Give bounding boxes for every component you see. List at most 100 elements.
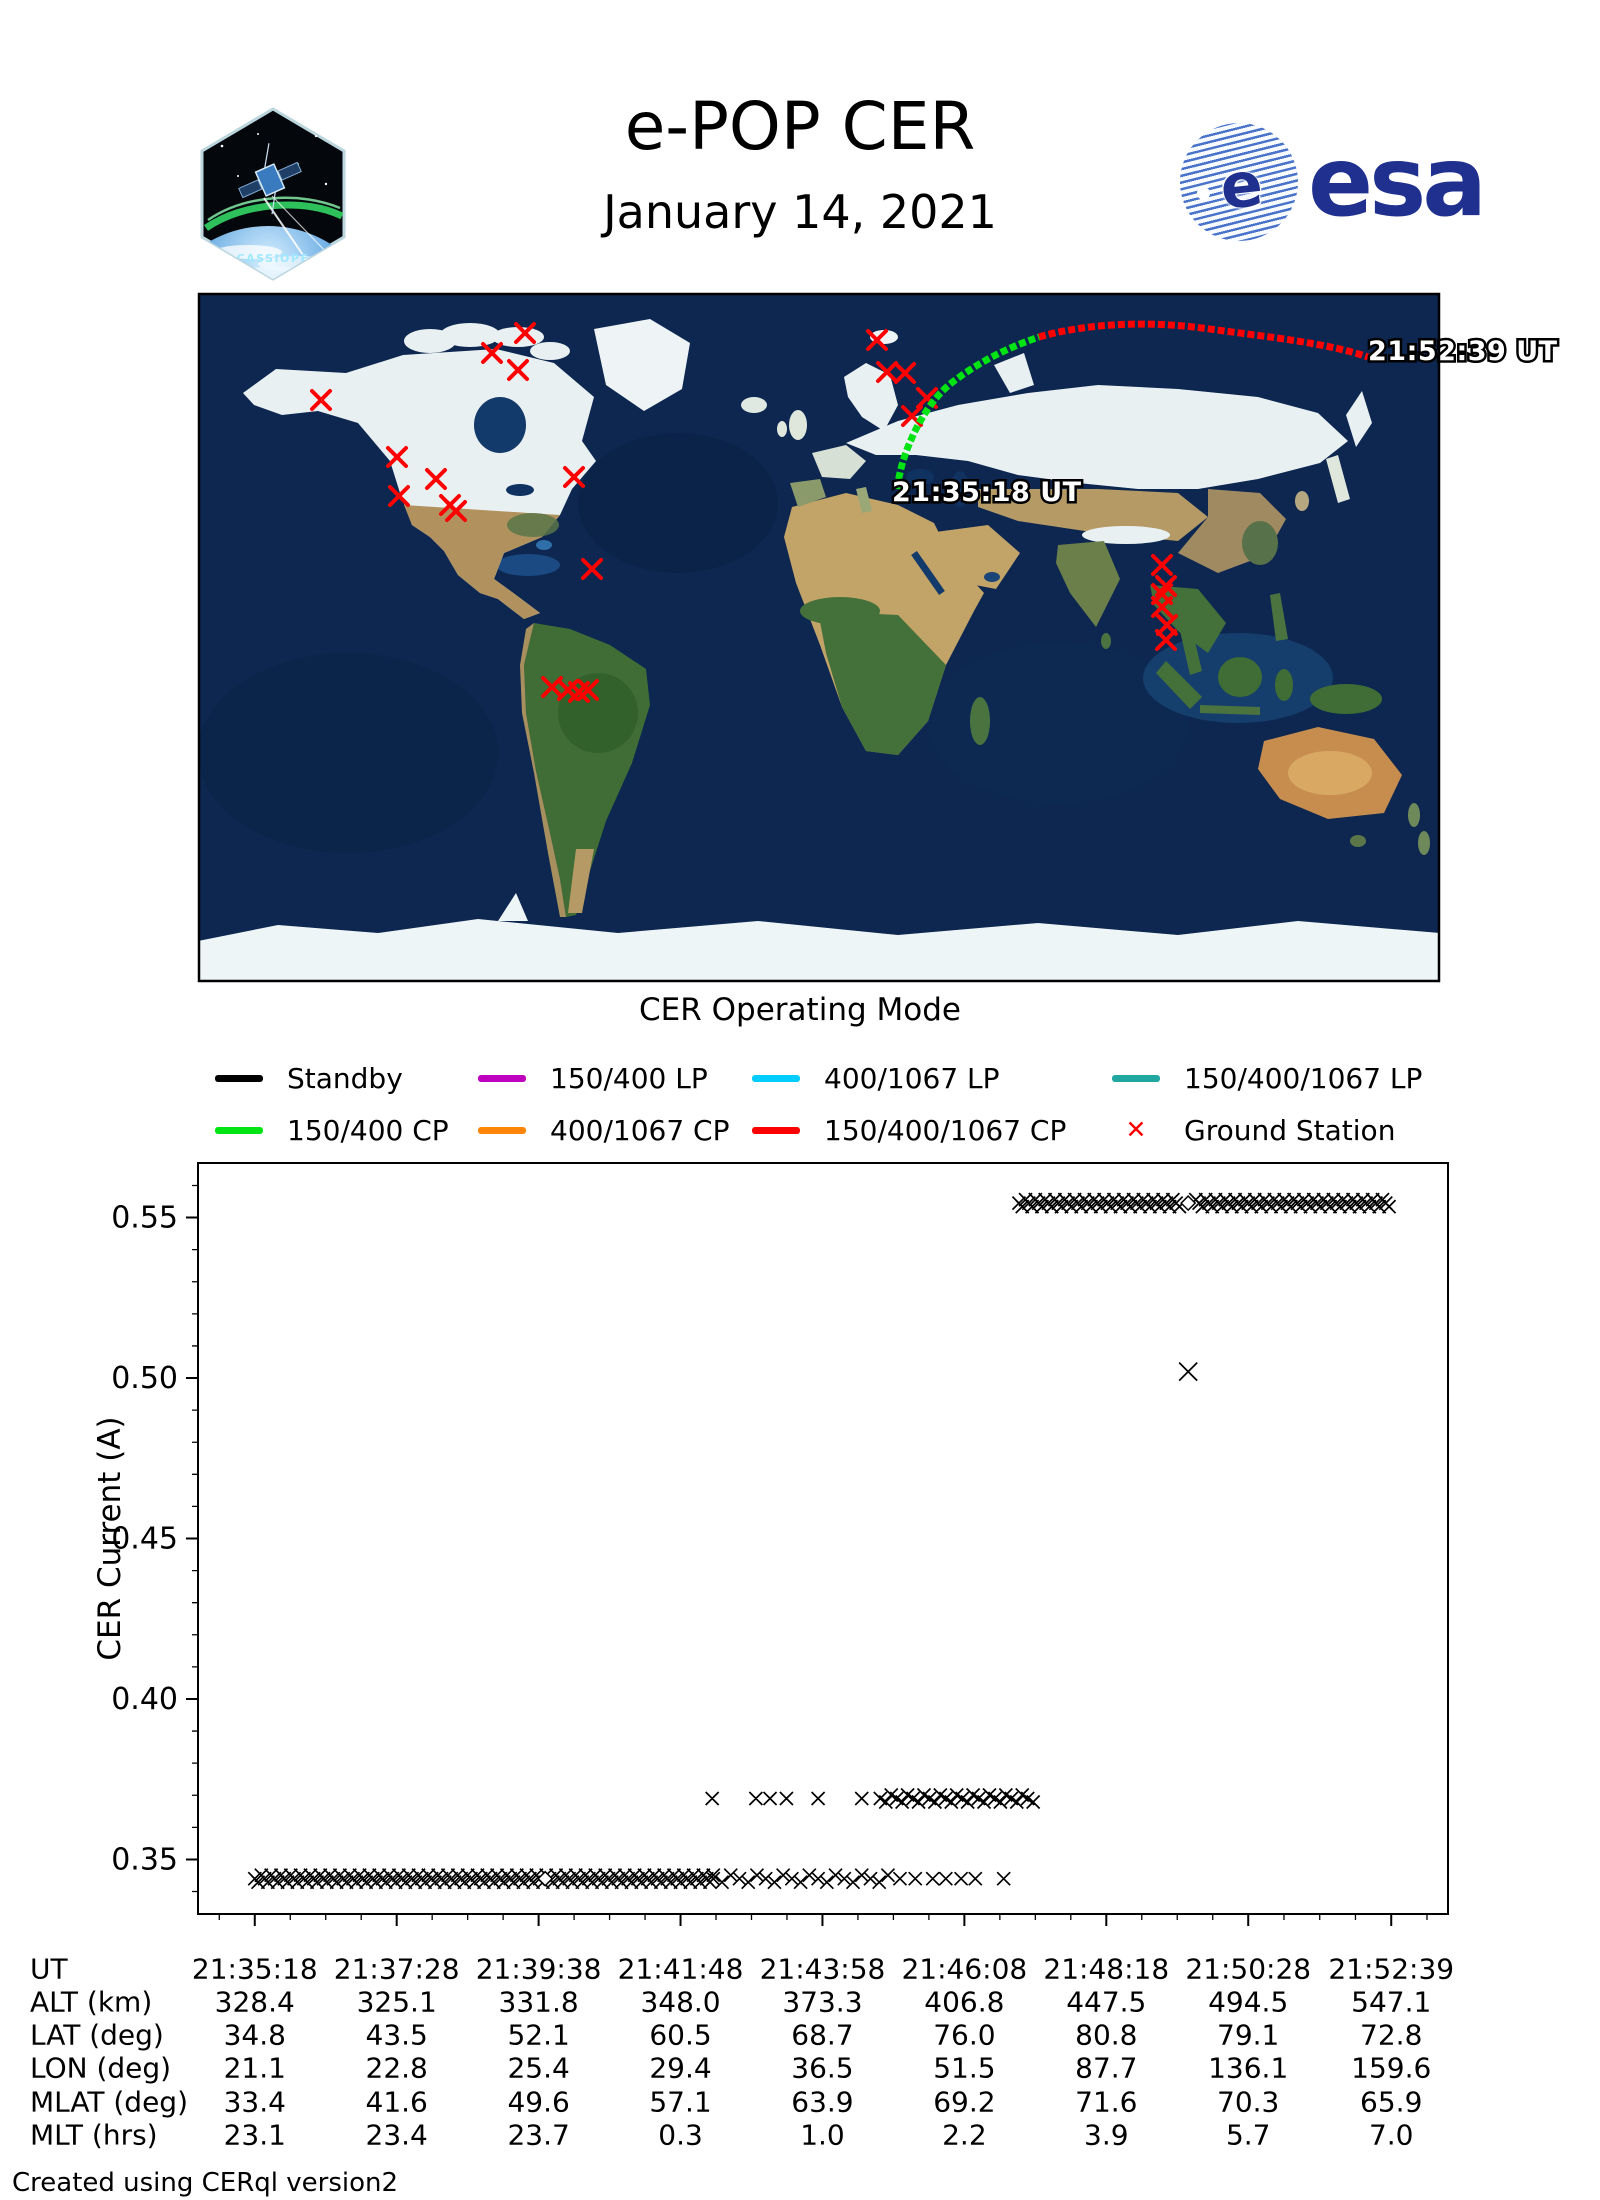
table-cell: 57.1 bbox=[649, 2085, 712, 2119]
table-cell: 325.1 bbox=[356, 1985, 437, 2019]
table-cell: 21:41:48 bbox=[617, 1952, 744, 1986]
footer-credit: Created using CERql version2 bbox=[12, 2168, 399, 2198]
diamond-gap-marker bbox=[1180, 1195, 1197, 1212]
y-tick-label: 0.55 bbox=[111, 1201, 178, 1236]
table-row-label-mlt-hrs-: MLT (hrs) bbox=[30, 2118, 158, 2152]
legend-item-standby: Standby bbox=[215, 1061, 403, 1095]
legend-line-swatch bbox=[1112, 1074, 1160, 1082]
plot-border bbox=[197, 1162, 1449, 1915]
legend-label: 150/400 CP bbox=[287, 1113, 449, 1147]
y-axis-label: CER Current (A) bbox=[92, 1416, 128, 1660]
table-cell: 136.1 bbox=[1208, 2051, 1289, 2085]
legend-line-swatch bbox=[478, 1126, 526, 1134]
table-row-label-lon-deg-: LON (deg) bbox=[30, 2051, 172, 2085]
table-cell: 52.1 bbox=[507, 2018, 570, 2052]
legend-label: 400/1067 LP bbox=[824, 1061, 1000, 1095]
esa-wordmark: esa bbox=[1308, 126, 1487, 238]
table-cell: 71.6 bbox=[1075, 2085, 1138, 2119]
ground-station-marker bbox=[866, 329, 888, 351]
legend-line-swatch bbox=[478, 1074, 526, 1082]
track-start-time-label: 21:35:18 UT bbox=[892, 477, 1082, 508]
table-cell: 547.1 bbox=[1351, 1985, 1432, 2019]
satellite-track-red bbox=[1038, 320, 1370, 361]
table-cell: 23.4 bbox=[365, 2118, 428, 2152]
table-cell: 41.6 bbox=[365, 2085, 428, 2119]
table-cell: 21:46:08 bbox=[901, 1952, 1028, 1986]
table-cell: 3.9 bbox=[1084, 2118, 1129, 2152]
table-cell: 65.9 bbox=[1360, 2085, 1423, 2119]
table-cell: 49.6 bbox=[507, 2085, 570, 2119]
ground-station-marker bbox=[563, 466, 585, 488]
ground-station-marker bbox=[581, 558, 603, 580]
satellite-track-green bbox=[893, 333, 1041, 490]
cassiope-patch-art: CASSIOPE bbox=[200, 107, 346, 281]
table-cell: 34.8 bbox=[223, 2018, 286, 2052]
legend-x-marker-icon: ✕ bbox=[1125, 1115, 1147, 1144]
table-cell: 494.5 bbox=[1208, 1985, 1289, 2019]
table-row-label-alt-km-: ALT (km) bbox=[30, 1985, 153, 2019]
esa-globe-e: e bbox=[1216, 146, 1267, 224]
esa-globe-dot bbox=[1196, 186, 1211, 201]
minor-ticks bbox=[192, 1184, 1428, 1920]
table-cell: 0.3 bbox=[658, 2118, 703, 2152]
table-cell: 80.8 bbox=[1075, 2018, 1138, 2052]
legend-label: Standby bbox=[287, 1061, 403, 1095]
patch-satellite bbox=[238, 143, 302, 215]
patch-text: CASSIOPE bbox=[237, 252, 310, 265]
table-cell: 21:37:28 bbox=[333, 1952, 460, 1986]
track-end-time-label: 21:52:39 UT bbox=[1368, 336, 1558, 367]
table-row-label-lat-deg-: LAT (deg) bbox=[30, 2018, 164, 2052]
table-cell: 23.7 bbox=[507, 2118, 570, 2152]
page-date: January 14, 2021 bbox=[603, 185, 997, 239]
legend-line-swatch bbox=[752, 1074, 800, 1082]
table-cell: 51.5 bbox=[933, 2051, 996, 2085]
cer-current-chart: 0.35 0.40 0.45 0.50 0.55 CER Current (A) bbox=[90, 1150, 1490, 1980]
ground-station-marker bbox=[514, 322, 536, 344]
table-cell: 7.0 bbox=[1368, 2118, 1414, 2152]
ground-station-marker bbox=[1151, 596, 1173, 618]
table-cell: 23.1 bbox=[223, 2118, 286, 2152]
table-cell: 33.4 bbox=[223, 2085, 286, 2119]
table-cell: 25.4 bbox=[507, 2051, 570, 2085]
legend-item-150-400-cp: 150/400 CP bbox=[215, 1113, 449, 1147]
table-cell: 331.8 bbox=[498, 1985, 579, 2019]
table-cell: 1.0 bbox=[800, 2118, 845, 2152]
scatter-band-low-band bbox=[247, 1868, 1011, 1890]
legend-line-swatch bbox=[215, 1074, 263, 1082]
legend-label: 400/1067 CP bbox=[550, 1113, 730, 1147]
diamond-gap-marker bbox=[537, 1870, 554, 1887]
legend-item-400-1067-lp: 400/1067 LP bbox=[752, 1061, 1000, 1095]
legend-label: 150/400 LP bbox=[550, 1061, 708, 1095]
ground-station-marker bbox=[876, 361, 898, 383]
esa-globe-icon: e bbox=[1174, 117, 1304, 247]
page-title: e-POP CER bbox=[624, 88, 976, 165]
table-cell: 29.4 bbox=[649, 2051, 712, 2085]
map-caption: CER Operating Mode bbox=[639, 992, 961, 1028]
scatter-band-mid-band bbox=[705, 1787, 1041, 1810]
legend-item-ground-station: ✕ Ground Station bbox=[1112, 1114, 1396, 1147]
cassiope-patch: CASSIOPE bbox=[198, 106, 348, 282]
table-cell: 328.4 bbox=[214, 1985, 295, 2019]
y-tick-label: 0.40 bbox=[111, 1682, 178, 1717]
y-tick-label: 0.35 bbox=[111, 1842, 178, 1877]
table-cell: 21:48:18 bbox=[1043, 1952, 1170, 1986]
ground-station-marker bbox=[507, 359, 529, 381]
table-cell: 79.1 bbox=[1217, 2018, 1280, 2052]
ground-station-marker bbox=[386, 446, 408, 468]
legend-item-400-1067-cp: 400/1067 CP bbox=[478, 1113, 730, 1147]
legend-item-150-400-1067-cp: 150/400/1067 CP bbox=[752, 1114, 1066, 1147]
table-cell: 348.0 bbox=[640, 1985, 721, 2019]
table-cell: 60.5 bbox=[649, 2018, 712, 2052]
table-row-label-ut: UT bbox=[30, 1952, 68, 1986]
y-tick-label: 0.50 bbox=[111, 1361, 178, 1396]
table-cell: 2.2 bbox=[942, 2118, 987, 2152]
scatter-band-high-band bbox=[1011, 1192, 1397, 1214]
legend-item-150-400-1067-lp: 150/400/1067 LP bbox=[1112, 1062, 1422, 1095]
table-cell: 21:39:38 bbox=[475, 1952, 602, 1986]
table-cell: 76.0 bbox=[933, 2018, 996, 2052]
major-ticks bbox=[186, 1216, 1393, 1926]
table-cell: 447.5 bbox=[1066, 1985, 1147, 2019]
legend-line-swatch bbox=[215, 1126, 263, 1134]
table-cell: 21:35:18 bbox=[191, 1952, 318, 1986]
world-map-svg: 21:35:18 UT 21:52:39 UT bbox=[197, 292, 1560, 983]
